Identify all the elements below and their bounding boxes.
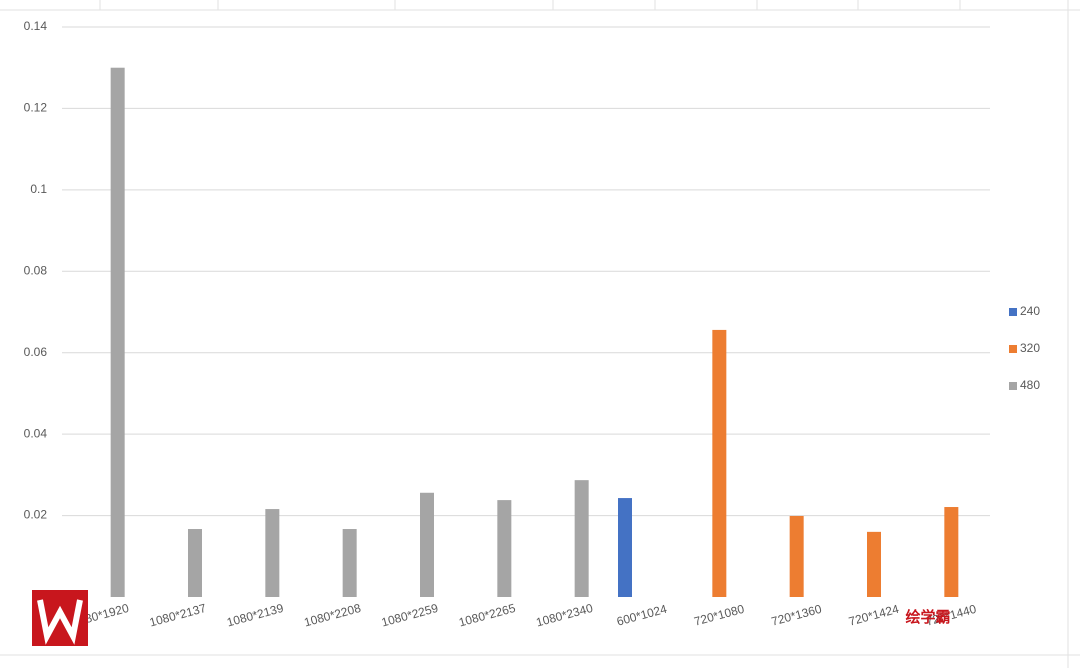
- y-tick-label: 0.12: [24, 101, 48, 115]
- legend-label: 240: [1020, 304, 1040, 318]
- bar: [789, 515, 804, 597]
- y-tick-label: 0.04: [24, 426, 48, 440]
- x-tick-label: 1080*2139: [225, 601, 285, 630]
- y-tick-label: 0.1: [30, 182, 47, 196]
- bar: [574, 480, 589, 597]
- bar: [265, 509, 280, 597]
- x-tick-label: 1080*2208: [303, 601, 363, 630]
- x-tick-label: 600*1024: [615, 602, 669, 629]
- x-tick-label: 720*1424: [847, 602, 901, 629]
- legend-label: 320: [1020, 341, 1040, 355]
- x-tick-label: 1080*2265: [457, 601, 517, 630]
- watermark: 绘学霸: [905, 608, 950, 626]
- bar: [867, 531, 881, 597]
- y-tick-label: 0.06: [24, 345, 48, 359]
- bar: [497, 500, 512, 597]
- bar: [712, 329, 727, 597]
- y-tick-label: 0.14: [24, 19, 48, 33]
- y-tick-label: 0.08: [24, 263, 48, 277]
- x-tick-label: 720*1360: [770, 602, 824, 629]
- x-tick-label: 720*1080: [692, 602, 746, 629]
- legend-swatch: [1009, 308, 1017, 316]
- x-tick-label: 1080*2137: [148, 601, 208, 630]
- legend-swatch: [1009, 382, 1017, 390]
- y-tick-label: 0.02: [24, 508, 48, 522]
- bar: [342, 529, 357, 597]
- bar: [420, 492, 434, 597]
- bar: [110, 67, 125, 597]
- legend-swatch: [1009, 345, 1017, 353]
- x-tick-label: 1080*2259: [380, 601, 440, 630]
- bar: [944, 507, 959, 597]
- legend-label: 480: [1020, 378, 1040, 392]
- x-tick-label: 1080*2340: [535, 601, 595, 630]
- bar: [618, 498, 632, 597]
- logo-mark: [37, 599, 83, 645]
- bar: [188, 529, 202, 597]
